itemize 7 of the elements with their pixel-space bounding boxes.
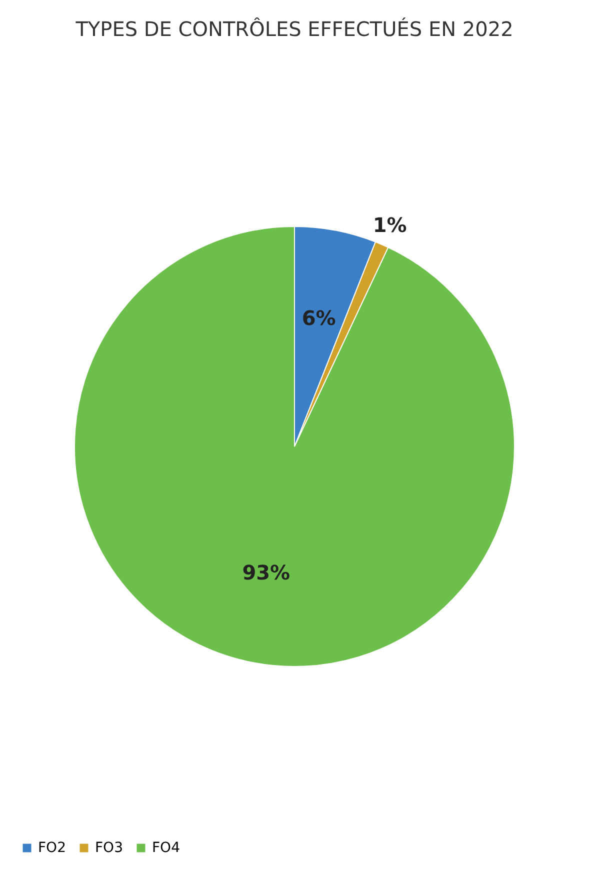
data-label: 6% [302, 306, 336, 330]
chart-title: TYPES DE CONTRÔLES EFFECTUÉS EN 2022 [74, 17, 514, 41]
legend-label: FO3 [95, 840, 123, 856]
data-label: 93% [242, 560, 290, 584]
data-label: 1% [372, 213, 407, 238]
legend-label: FO4 [152, 840, 180, 856]
legend-label: FO2 [38, 840, 66, 856]
